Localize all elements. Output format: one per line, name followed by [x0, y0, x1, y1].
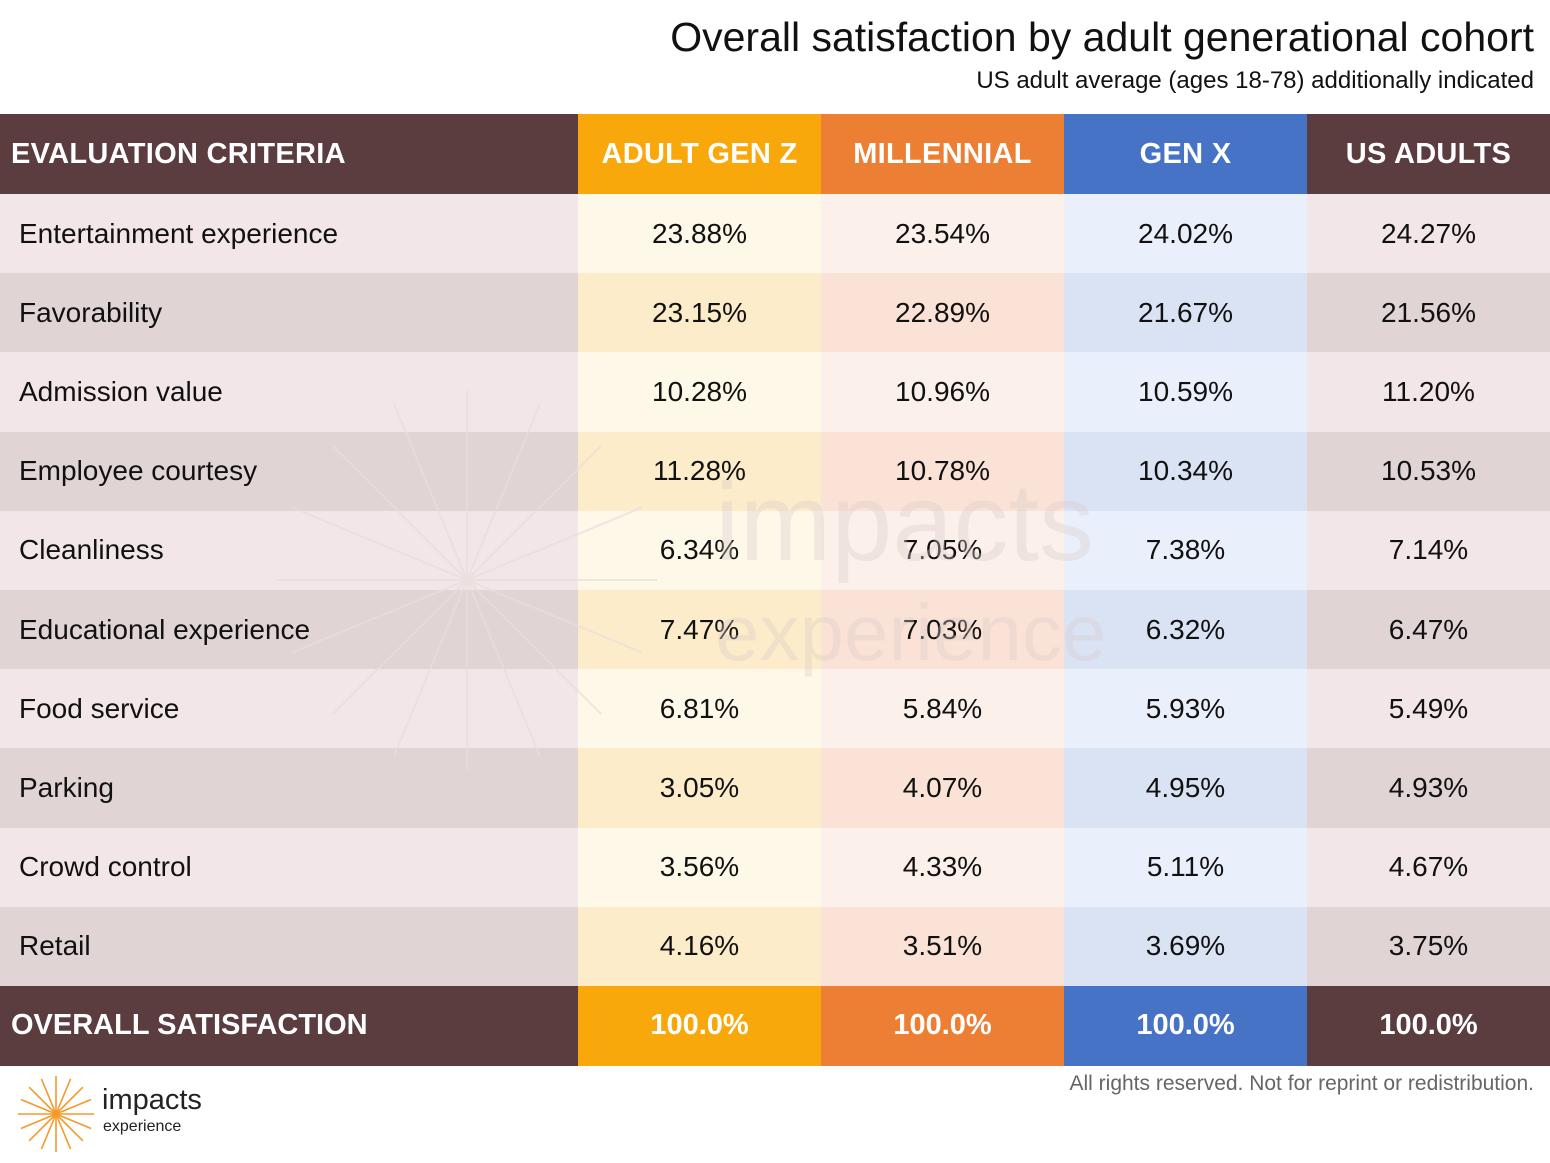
burst-ray	[55, 1078, 72, 1115]
row-label: Parking	[0, 748, 578, 828]
burst-ray	[40, 1078, 57, 1115]
total-label: OVERALL SATISFACTION	[0, 985, 578, 1066]
burst-ray	[20, 1113, 57, 1130]
row-label: Admission value	[0, 352, 578, 432]
value-gen-z: 10.28%	[578, 352, 821, 432]
total-gen-x: 100.0%	[1064, 985, 1307, 1066]
value-us-adults: 21.56%	[1307, 273, 1550, 353]
value-us-adults: 4.67%	[1307, 827, 1550, 907]
value-millennial: 7.05%	[821, 510, 1064, 590]
impacts-logo-icon	[18, 1076, 94, 1152]
value-gen-x: 7.38%	[1064, 510, 1307, 590]
burst-ray	[40, 1113, 57, 1150]
header-criteria: EVALUATION CRITERIA	[0, 114, 578, 194]
burst-ray	[55, 1113, 92, 1130]
value-us-adults: 6.47%	[1307, 589, 1550, 670]
value-millennial: 5.84%	[821, 669, 1064, 749]
row-label: Educational experience	[0, 589, 578, 670]
value-gen-x: 3.69%	[1064, 906, 1307, 986]
burst-ray	[20, 1098, 57, 1115]
burst-ray	[28, 1086, 57, 1115]
value-gen-z: 11.28%	[578, 431, 821, 511]
value-gen-z: 7.47%	[578, 589, 821, 670]
row-label: Food service	[0, 669, 578, 749]
row-label: Crowd control	[0, 827, 578, 907]
value-gen-x: 5.93%	[1064, 669, 1307, 749]
row-label: Employee courtesy	[0, 431, 578, 511]
value-us-adults: 7.14%	[1307, 510, 1550, 590]
value-millennial: 23.54%	[821, 194, 1064, 274]
value-us-adults: 3.75%	[1307, 906, 1550, 986]
logo-name: impacts	[102, 1084, 202, 1116]
value-gen-z: 3.05%	[578, 748, 821, 828]
total-gen-z: 100.0%	[578, 985, 821, 1066]
value-millennial: 10.96%	[821, 352, 1064, 432]
copyright-note: All rights reserved. Not for reprint or …	[1069, 1072, 1534, 1095]
total-millennial: 100.0%	[821, 985, 1064, 1066]
value-us-adults: 5.49%	[1307, 669, 1550, 749]
value-gen-x: 4.95%	[1064, 748, 1307, 828]
header-gen-x: GEN X	[1064, 114, 1307, 194]
chart-title: Overall satisfaction by adult generation…	[670, 14, 1534, 60]
value-gen-x: 10.59%	[1064, 352, 1307, 432]
row-label: Favorability	[0, 273, 578, 353]
burst-ray	[55, 1113, 72, 1150]
value-gen-x: 24.02%	[1064, 194, 1307, 274]
value-millennial: 10.78%	[821, 431, 1064, 511]
burst-ray	[55, 1098, 92, 1115]
value-us-adults: 24.27%	[1307, 194, 1550, 274]
value-us-adults: 11.20%	[1307, 352, 1550, 432]
value-us-adults: 10.53%	[1307, 431, 1550, 511]
chart-subtitle: US adult average (ages 18-78) additional…	[976, 67, 1534, 94]
value-millennial: 7.03%	[821, 589, 1064, 670]
value-millennial: 22.89%	[821, 273, 1064, 353]
value-gen-z: 23.88%	[578, 194, 821, 274]
total-us-adults: 100.0%	[1307, 985, 1550, 1066]
header-millennial: MILLENNIAL	[821, 114, 1064, 194]
value-gen-x: 10.34%	[1064, 431, 1307, 511]
value-us-adults: 4.93%	[1307, 748, 1550, 828]
value-gen-z: 6.81%	[578, 669, 821, 749]
header-us-adults: US ADULTS	[1307, 114, 1550, 194]
value-gen-x: 6.32%	[1064, 589, 1307, 670]
header-gen-z: ADULT GEN Z	[578, 114, 821, 194]
value-gen-z: 3.56%	[578, 827, 821, 907]
value-millennial: 4.33%	[821, 827, 1064, 907]
burst-ray	[28, 1113, 57, 1142]
value-gen-z: 23.15%	[578, 273, 821, 353]
row-label: Cleanliness	[0, 510, 578, 590]
satisfaction-table: EVALUATION CRITERIA ADULT GEN Z MILLENNIAL…	[0, 114, 1550, 1066]
value-gen-x: 5.11%	[1064, 827, 1307, 907]
value-gen-z: 4.16%	[578, 906, 821, 986]
logo-sub: experience	[103, 1118, 182, 1135]
value-gen-z: 6.34%	[578, 510, 821, 590]
burst-ray	[55, 1113, 84, 1142]
burst-ray	[55, 1086, 84, 1115]
value-millennial: 3.51%	[821, 906, 1064, 986]
row-label: Entertainment experience	[0, 194, 578, 274]
row-label: Retail	[0, 906, 578, 986]
value-gen-x: 21.67%	[1064, 273, 1307, 353]
value-millennial: 4.07%	[821, 748, 1064, 828]
